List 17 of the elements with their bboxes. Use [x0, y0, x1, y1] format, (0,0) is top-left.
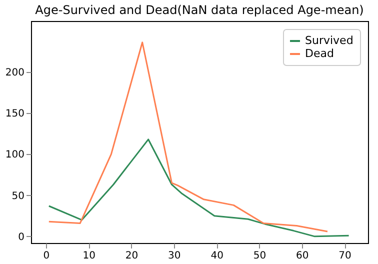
x-tick-label: 50	[253, 250, 266, 262]
x-tick-label: 70	[338, 250, 352, 262]
x-tick-label: 10	[82, 250, 96, 262]
y-tick-label: 200	[5, 67, 24, 78]
x-tick-label: 60	[296, 250, 309, 262]
line-series	[48, 138, 350, 238]
y-tick-label: 50	[12, 190, 24, 202]
x-tick-label: 20	[125, 250, 138, 262]
legend-label: Survived	[305, 34, 354, 47]
y-tick-label: 0	[18, 232, 24, 243]
x-tick-label: 0	[43, 250, 50, 262]
y-tick-label: 100	[5, 150, 24, 161]
chart-title: Age-Survived and Dead(NaN data replaced Age-mean)	[35, 3, 364, 17]
x-tick-label: 40	[210, 250, 224, 262]
x-tick-label: 30	[168, 250, 181, 262]
legend-label: Dead	[305, 47, 334, 60]
y-tick-label: 150	[5, 108, 24, 120]
